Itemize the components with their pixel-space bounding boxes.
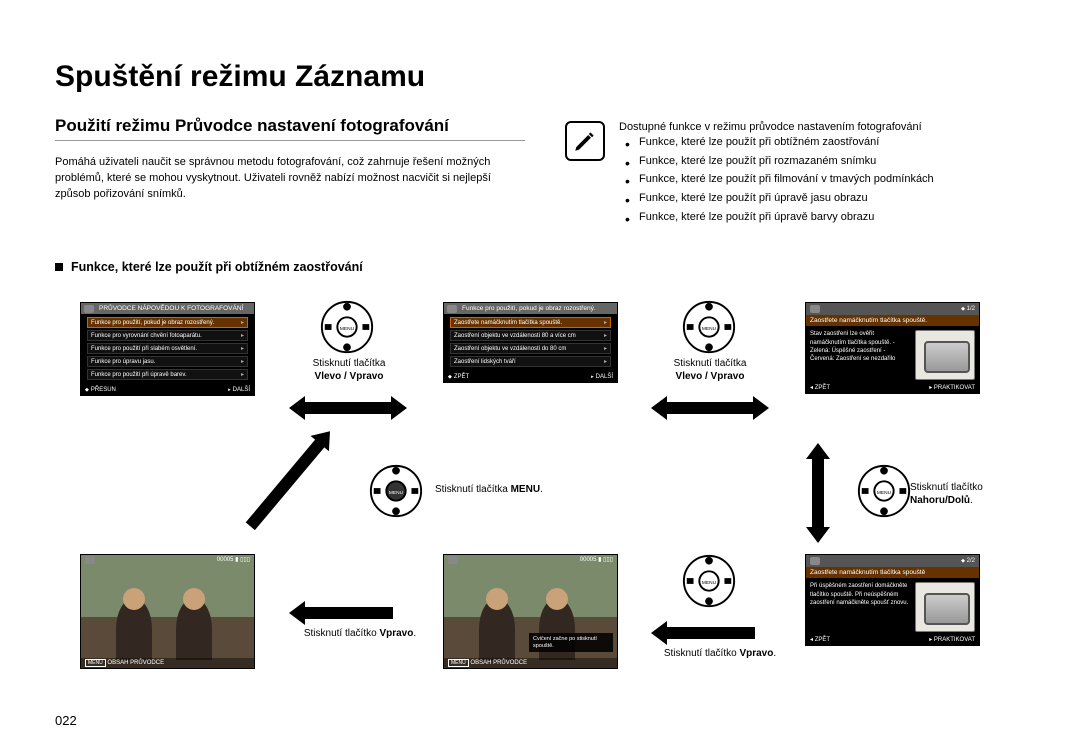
lcd-row: Zaostření lidských tváří <box>450 356 611 367</box>
caption-press-menu: Stisknutí tlačítka MENU. <box>435 484 585 497</box>
menu-hint: MENU OBSAH PRŮVODCE <box>81 658 254 668</box>
lcd-screen-blur-menu: Funkce pro použití, pokud je obraz rozos… <box>443 302 618 383</box>
svg-text:MENU: MENU <box>877 490 892 496</box>
mode-subheading: Použití režimu Průvodce nastavení fotogr… <box>55 116 525 141</box>
page-indicator: ◆ 2/2 <box>961 558 975 564</box>
lcd-screen-info-1: ◆ 1/2 Zaostřete namáčknutím tlačítka spo… <box>805 302 980 394</box>
arrow-left-icon <box>303 607 393 619</box>
caption-press-right: Stisknutí tlačítko Vpravo. <box>285 628 435 641</box>
lcd-foot-right: ▸ PRAKTIKOVAT <box>929 384 975 391</box>
lcd-row: Funkce pro použití při úpravě barev. <box>87 369 248 380</box>
lcd-screen-photo-hint: 00005 ▮ ▯▯▯ Cvičení začne po stisknutí s… <box>443 554 618 669</box>
dial-control-icon: MENU <box>367 462 425 520</box>
lcd-info-text: Při úspěšném zaostření domáčkněte tlačít… <box>810 582 911 632</box>
camera-icon <box>810 305 820 313</box>
lcd-title: Funkce pro použití, pokud je obraz rozos… <box>444 303 617 314</box>
shot-counter: 00005 ▮ ▯▯▯ <box>217 556 250 567</box>
bullet-item: Funkce, které lze použít při rozmazaném … <box>625 152 934 171</box>
lcd-foot-left: ZPĚT <box>448 374 469 380</box>
lcd-row: Funkce pro úpravu jasu. <box>87 356 248 367</box>
available-label: Dostupné funkce v režimu průvodce nastav… <box>619 121 934 133</box>
camera-illustration-icon <box>915 582 975 632</box>
dial-control-icon: MENU <box>318 298 376 356</box>
camera-icon <box>810 557 820 565</box>
lcd-screen-photo: 00005 ▮ ▯▯▯ MENU OBSAH PRŮVODCE <box>80 554 255 669</box>
lcd-screen-info-2: ◆ 2/2 Zaostřete namáčknutím tlačítka spo… <box>805 554 980 646</box>
available-list: Funkce, které lze použít při obtížném za… <box>619 133 934 226</box>
lcd-row: Funkce pro použití při slabém osvětlení. <box>87 343 248 354</box>
dial-control-icon: MENU <box>680 298 738 356</box>
page-number: 022 <box>55 713 77 728</box>
flow-diagram: PRŮVODCE NÁPOVĚDOU K FOTOGRAFOVÁNÍ Funkc… <box>55 282 1025 702</box>
note-icon <box>565 121 605 161</box>
lcd-screen-guide-menu: PRŮVODCE NÁPOVĚDOU K FOTOGRAFOVÁNÍ Funkc… <box>80 302 255 396</box>
svg-text:MENU: MENU <box>340 326 355 332</box>
arrow-left-right-icon <box>303 402 393 414</box>
lcd-foot-left: PŘESUN <box>85 387 116 393</box>
caption-press-updown: Stisknutí tlačítkoNahoru/Dolů. <box>910 482 1010 507</box>
lcd-row: Funkce pro vyrovnání chvění fotoaparátu. <box>87 330 248 341</box>
intro-text: Pomáhá uživateli naučit se správnou meto… <box>55 155 525 203</box>
dial-control-icon: MENU <box>855 462 913 520</box>
lcd-foot-right: DALŠÍ <box>591 374 613 380</box>
bullet-item: Funkce, které lze použít při úpravě jasu… <box>625 189 934 208</box>
caption-press-right: Stisknutí tlačítko Vpravo. <box>645 648 795 661</box>
lcd-row: Zaostření objektu ve vzdálenosti do 80 c… <box>450 343 611 354</box>
bullet-item: Funkce, které lze použít při obtížném za… <box>625 133 934 152</box>
lcd-title: PRŮVODCE NÁPOVĚDOU K FOTOGRAFOVÁNÍ <box>81 303 254 314</box>
dial-control-icon: MENU <box>680 552 738 610</box>
shot-counter: 00005 ▮ ▯▯▯ <box>580 556 613 567</box>
lcd-foot-right: DALŠÍ <box>228 387 250 393</box>
menu-hint: MENU OBSAH PRŮVODCE <box>444 658 617 668</box>
caption-press-lr: Stisknutí tlačítkaVlevo / Vpravo <box>299 358 399 383</box>
camera-illustration-icon <box>915 330 975 380</box>
lcd-row: Zaostření objektu ve vzdálenosti 80 a ví… <box>450 330 611 341</box>
arrow-left-right-icon <box>665 402 755 414</box>
overlay-hint: Cvičení začne po stisknutí spouště. <box>529 633 613 653</box>
lcd-info-title: Zaostřete namáčknutím tlačítka spouště <box>806 567 979 578</box>
caption-press-lr: Stisknutí tlačítkaVlevo / Vpravo <box>660 358 760 383</box>
svg-text:MENU: MENU <box>702 326 717 332</box>
bullet-item: Funkce, které lze použít při filmování v… <box>625 170 934 189</box>
arrow-diagonal-icon <box>246 439 326 531</box>
lcd-foot-right: ▸ PRAKTIKOVAT <box>929 636 975 643</box>
page-title: Spuštění režimu Záznamu <box>55 60 1025 94</box>
lcd-row: Zaostřete namáčknutím tlačítka spouště. <box>450 317 611 328</box>
arrow-up-down-icon <box>812 457 824 529</box>
camera-mode-icon <box>448 556 461 567</box>
lcd-info-text: Stav zaostření lze ověřit namáčknutím tl… <box>810 330 911 380</box>
camera-mode-icon <box>85 556 98 567</box>
svg-text:MENU: MENU <box>389 490 404 496</box>
pencil-icon <box>572 128 598 154</box>
section-heading: Funkce, které lze použít při obtížném za… <box>55 260 1025 274</box>
lcd-info-title: Zaostřete namáčknutím tlačítka spouště. <box>806 315 979 326</box>
lcd-foot-left: ◂ ZPĚT <box>810 384 830 391</box>
lcd-foot-left: ◂ ZPĚT <box>810 636 830 643</box>
bullet-item: Funkce, které lze použít při úpravě barv… <box>625 208 934 227</box>
svg-text:MENU: MENU <box>702 580 717 586</box>
arrow-left-icon <box>665 627 755 639</box>
page-indicator: ◆ 1/2 <box>961 306 975 312</box>
lcd-row: Funkce pro použití, pokud je obraz rozos… <box>87 317 248 328</box>
